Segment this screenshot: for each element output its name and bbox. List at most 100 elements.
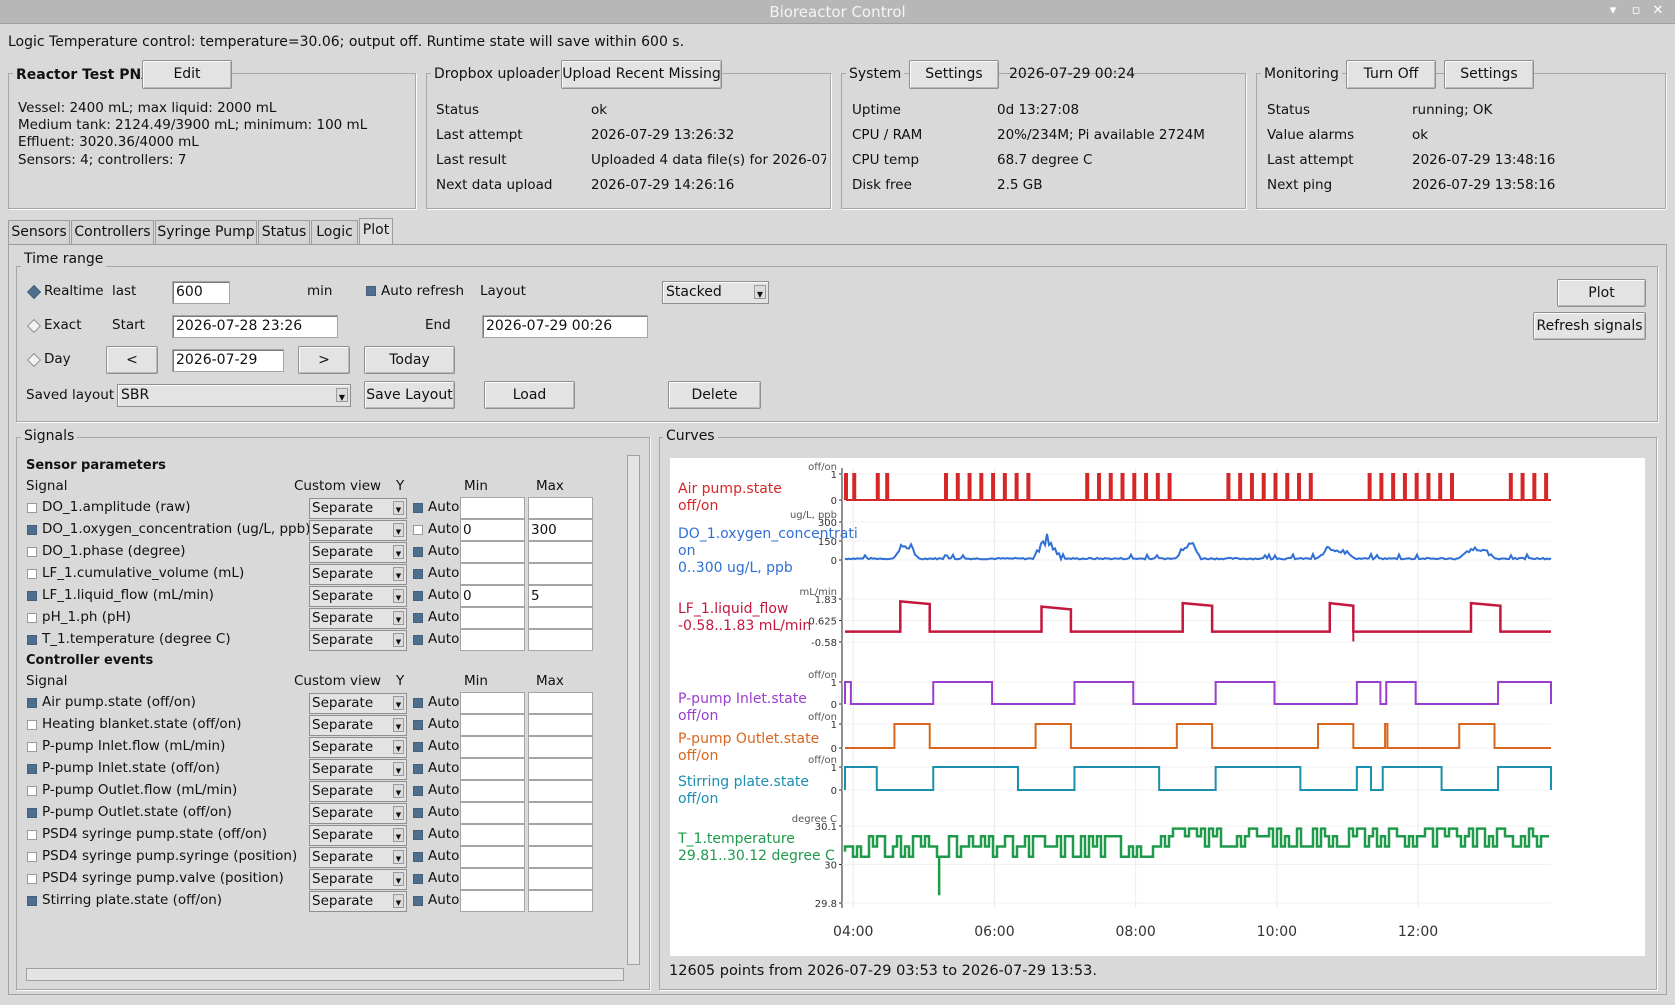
tab-sensors[interactable]: Sensors xyxy=(8,220,70,244)
max-input[interactable] xyxy=(528,868,593,890)
signal-checkbox[interactable] xyxy=(27,742,37,752)
monitoring-settings-button[interactable]: Settings xyxy=(1444,60,1534,89)
auto-checkbox[interactable] xyxy=(413,896,423,906)
auto-checkbox[interactable] xyxy=(413,591,423,601)
signal-checkbox[interactable] xyxy=(27,786,37,796)
max-input[interactable] xyxy=(528,629,593,651)
min-input[interactable] xyxy=(460,497,525,519)
custom-view-select[interactable]: Separate ▼ xyxy=(309,586,407,607)
custom-view-select[interactable]: Separate ▼ xyxy=(309,781,407,802)
min-input[interactable]: 0 xyxy=(460,519,525,541)
tab-logic[interactable]: Logic xyxy=(311,220,358,244)
min-input[interactable]: 0 xyxy=(460,585,525,607)
auto-checkbox[interactable] xyxy=(413,852,423,862)
max-input[interactable] xyxy=(528,802,593,824)
min-input[interactable] xyxy=(460,802,525,824)
upload-recent-missing-button[interactable]: Upload Recent Missing xyxy=(561,60,722,89)
min-input[interactable] xyxy=(460,758,525,780)
auto-checkbox[interactable] xyxy=(413,874,423,884)
auto-refresh-checkbox[interactable] xyxy=(366,286,376,296)
auto-checkbox[interactable] xyxy=(413,547,423,557)
custom-view-select[interactable]: Separate ▼ xyxy=(309,564,407,585)
auto-checkbox[interactable] xyxy=(413,503,423,513)
max-input[interactable]: 5 xyxy=(528,585,593,607)
signal-checkbox[interactable] xyxy=(27,808,37,818)
max-input[interactable] xyxy=(528,846,593,868)
max-input[interactable] xyxy=(528,714,593,736)
custom-view-select[interactable]: Separate ▼ xyxy=(309,630,407,651)
signal-checkbox[interactable] xyxy=(27,547,37,557)
auto-checkbox[interactable] xyxy=(413,613,423,623)
min-input[interactable] xyxy=(460,714,525,736)
max-input[interactable] xyxy=(528,758,593,780)
system-settings-button[interactable]: Settings xyxy=(909,60,999,89)
delete-layout-button[interactable]: Delete xyxy=(668,381,761,409)
max-input[interactable] xyxy=(528,780,593,802)
day-input[interactable]: 2026-07-29 xyxy=(172,349,284,372)
min-input[interactable] xyxy=(460,607,525,629)
last-minutes-input[interactable]: 600 xyxy=(172,281,230,304)
layout-select[interactable]: Stacked ▼ xyxy=(662,281,769,304)
min-input[interactable] xyxy=(460,780,525,802)
custom-view-select[interactable]: Separate ▼ xyxy=(309,498,407,519)
max-input[interactable] xyxy=(528,890,593,912)
tab-plot[interactable]: Plot xyxy=(359,218,393,245)
custom-view-select[interactable]: Separate ▼ xyxy=(309,891,407,912)
signal-checkbox[interactable] xyxy=(27,830,37,840)
refresh-signals-button[interactable]: Refresh signals xyxy=(1533,312,1646,340)
custom-view-select[interactable]: Separate ▼ xyxy=(309,737,407,758)
min-input[interactable] xyxy=(460,541,525,563)
auto-checkbox[interactable] xyxy=(413,808,423,818)
custom-view-select[interactable]: Separate ▼ xyxy=(309,869,407,890)
max-input[interactable] xyxy=(528,736,593,758)
auto-checkbox[interactable] xyxy=(413,698,423,708)
auto-checkbox[interactable] xyxy=(413,720,423,730)
custom-view-select[interactable]: Separate ▼ xyxy=(309,759,407,780)
custom-view-select[interactable]: Separate ▼ xyxy=(309,803,407,824)
auto-checkbox[interactable] xyxy=(413,569,423,579)
start-datetime-input[interactable]: 2026-07-28 23:26 xyxy=(172,315,338,338)
max-input[interactable] xyxy=(528,497,593,519)
max-input[interactable] xyxy=(528,692,593,714)
turn-off-button[interactable]: Turn Off xyxy=(1346,60,1436,89)
min-input[interactable] xyxy=(460,890,525,912)
auto-checkbox[interactable] xyxy=(413,830,423,840)
min-input[interactable] xyxy=(460,692,525,714)
end-datetime-input[interactable]: 2026-07-29 00:26 xyxy=(482,315,648,338)
min-input[interactable] xyxy=(460,846,525,868)
signal-checkbox[interactable] xyxy=(27,764,37,774)
signal-checkbox[interactable] xyxy=(27,896,37,906)
signal-checkbox[interactable] xyxy=(27,525,37,535)
max-input[interactable] xyxy=(528,541,593,563)
signal-checkbox[interactable] xyxy=(27,698,37,708)
edit-reactor-button[interactable]: Edit xyxy=(142,60,232,89)
save-layout-button[interactable]: Save Layout xyxy=(364,381,455,409)
auto-checkbox[interactable] xyxy=(413,742,423,752)
signal-checkbox[interactable] xyxy=(27,569,37,579)
max-input[interactable]: 300 xyxy=(528,519,593,541)
today-button[interactable]: Today xyxy=(364,346,455,374)
signal-checkbox[interactable] xyxy=(27,613,37,623)
signal-checkbox[interactable] xyxy=(27,591,37,601)
tab-syringe-pump[interactable]: Syringe Pump xyxy=(155,220,257,244)
min-input[interactable] xyxy=(460,824,525,846)
custom-view-select[interactable]: Separate ▼ xyxy=(309,693,407,714)
plot-button[interactable]: Plot xyxy=(1557,279,1646,307)
custom-view-select[interactable]: Separate ▼ xyxy=(309,542,407,563)
auto-checkbox[interactable] xyxy=(413,764,423,774)
signals-vertical-scrollbar[interactable] xyxy=(627,455,640,965)
min-input[interactable] xyxy=(460,563,525,585)
min-input[interactable] xyxy=(460,736,525,758)
max-input[interactable] xyxy=(528,824,593,846)
minimize-icon[interactable]: ▾ xyxy=(1609,3,1617,18)
auto-checkbox[interactable] xyxy=(413,786,423,796)
signal-checkbox[interactable] xyxy=(27,635,37,645)
maximize-icon[interactable]: ▫ xyxy=(1631,3,1641,18)
signal-checkbox[interactable] xyxy=(27,874,37,884)
signal-checkbox[interactable] xyxy=(27,503,37,513)
previous-day-button[interactable]: < xyxy=(106,346,158,374)
plot-canvas[interactable]: 04:00 06:00 08:00 10:00 12:00 Air pump.state o… xyxy=(670,458,1645,956)
custom-view-select[interactable]: Separate ▼ xyxy=(309,608,407,629)
auto-checkbox[interactable] xyxy=(413,525,423,535)
